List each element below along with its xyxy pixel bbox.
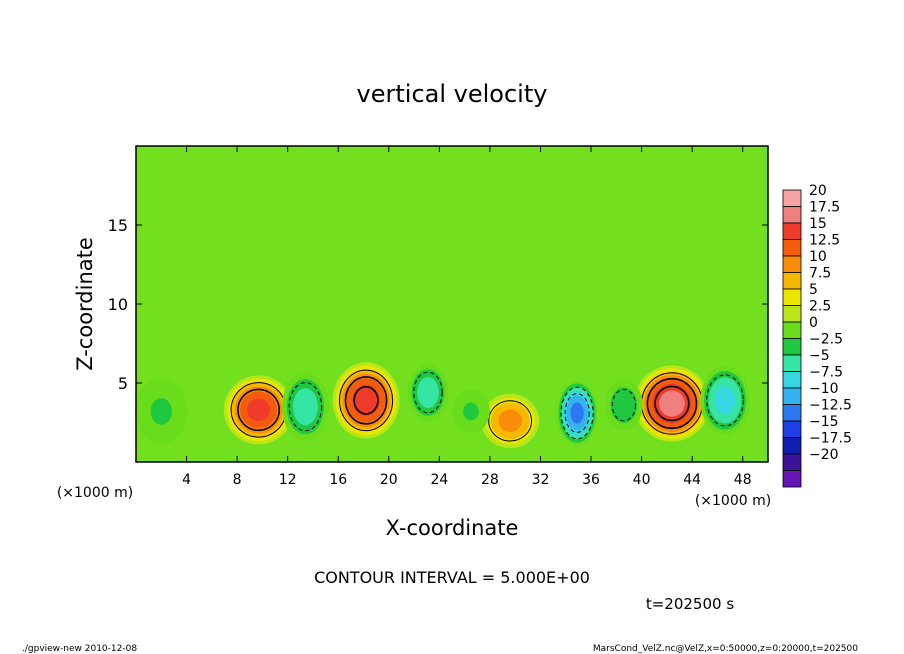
contour-line-negative bbox=[706, 374, 744, 427]
colorbar-swatch bbox=[782, 371, 802, 389]
x-tick-label: 44 bbox=[683, 472, 701, 488]
colorbar-label: −5 bbox=[809, 348, 830, 364]
contour-line-negative bbox=[564, 393, 590, 433]
time-text: t=202500 s bbox=[646, 595, 734, 613]
x-unit-label-right: (×1000 m) bbox=[695, 493, 771, 509]
colorbar-label: −7.5 bbox=[809, 365, 843, 381]
velocity-band bbox=[463, 402, 479, 421]
colorbar-swatch bbox=[782, 420, 802, 438]
y-tick-label: 10 bbox=[108, 295, 128, 314]
colorbar-label: 2.5 bbox=[809, 299, 831, 315]
x-tick-label: 32 bbox=[532, 472, 550, 488]
y-tick-label: 15 bbox=[108, 216, 128, 235]
colorbar-swatch bbox=[782, 255, 802, 273]
colorbar-swatch bbox=[782, 470, 802, 488]
y-axis-label: Z-coordinate bbox=[73, 237, 97, 371]
colorbar-swatch bbox=[782, 387, 802, 405]
colorbar-swatch bbox=[782, 453, 802, 471]
colorbar-swatch bbox=[782, 305, 802, 323]
colorbar-label: 7.5 bbox=[809, 266, 831, 282]
velocity-band bbox=[352, 384, 380, 416]
contour-line-negative bbox=[288, 382, 323, 432]
x-unit-label-left: (×1000 m) bbox=[57, 485, 133, 501]
contour-line-positive bbox=[237, 388, 281, 432]
colorbar-label: 17.5 bbox=[809, 200, 840, 216]
footer-left: ./gpview-new 2010-12-08 bbox=[22, 644, 137, 654]
colorbar-swatch bbox=[782, 288, 802, 306]
x-tick-label: 8 bbox=[233, 472, 242, 488]
velocity-band bbox=[247, 398, 271, 422]
colorbar-label: −20 bbox=[809, 447, 839, 463]
colorbar-label: −17.5 bbox=[809, 431, 852, 447]
colorbar-label: −12.5 bbox=[809, 398, 852, 414]
velocity-band bbox=[292, 388, 318, 426]
contour-line-negative bbox=[611, 388, 637, 422]
colorbar-label: −15 bbox=[809, 414, 839, 430]
colorbar-swatch bbox=[782, 189, 802, 207]
x-tick-label: 36 bbox=[582, 472, 600, 488]
velocity-band bbox=[570, 402, 584, 424]
y-tick-label: 5 bbox=[118, 374, 128, 393]
contour-line-negative bbox=[413, 371, 443, 414]
y-axis-ticks: 5 10 15 bbox=[108, 216, 768, 393]
contour-line-positive bbox=[344, 376, 388, 425]
x-tick-label: 20 bbox=[380, 472, 398, 488]
colorbar-swatch bbox=[782, 222, 802, 240]
contour-line-positive bbox=[654, 385, 690, 422]
contour-line-positive bbox=[646, 377, 698, 430]
velocity-band bbox=[150, 398, 172, 425]
contour-line-negative bbox=[560, 386, 594, 440]
plot-area bbox=[135, 145, 769, 463]
contour-line-positive bbox=[353, 386, 379, 415]
colorbar-label: 15 bbox=[809, 216, 827, 232]
x-tick-label: 28 bbox=[481, 472, 499, 488]
contour-interval-text: CONTOUR INTERVAL = 5.000E+00 bbox=[314, 568, 590, 587]
colorbar-label: 5 bbox=[809, 282, 818, 298]
colorbar-swatch bbox=[782, 354, 802, 372]
x-tick-label: 48 bbox=[734, 472, 752, 488]
colorbar-swatch bbox=[782, 338, 802, 356]
velocity-band bbox=[417, 376, 439, 409]
velocity-band bbox=[498, 409, 523, 433]
velocity-band bbox=[658, 390, 685, 417]
footer-right: MarsCond_VelZ.nc@VelZ,x=0:50000,z=0:2000… bbox=[593, 644, 858, 654]
colorbar-label: 0 bbox=[809, 315, 818, 331]
colorbar-swatch bbox=[782, 206, 802, 224]
x-tick-label: 12 bbox=[279, 472, 297, 488]
x-tick-label: 24 bbox=[430, 472, 448, 488]
x-axis-label: X-coordinate bbox=[386, 516, 519, 540]
x-tick-label: 16 bbox=[329, 472, 347, 488]
contour-line-positive bbox=[488, 400, 533, 442]
colorbar-swatch bbox=[782, 272, 802, 290]
velocity-band bbox=[714, 386, 736, 415]
velocity-band bbox=[610, 387, 638, 424]
x-tick-label: 4 bbox=[182, 472, 191, 488]
contour-lines bbox=[135, 362, 750, 449]
colorbar-label: 10 bbox=[809, 249, 827, 265]
colorbar-label: 20 bbox=[809, 183, 827, 199]
x-tick-label: 40 bbox=[633, 472, 651, 488]
colorbar-label: −10 bbox=[809, 381, 839, 397]
colorbar-label: −2.5 bbox=[809, 332, 843, 348]
x-axis-ticks: 4 8 12 16 20 24 28 32 36 40 44 48 bbox=[182, 146, 752, 488]
contour-line-positive bbox=[339, 369, 394, 432]
colorbar: 2017.51512.5107.552.50−2.5−5−7.5−10−12.5… bbox=[782, 183, 852, 488]
colorbar-swatch bbox=[782, 239, 802, 257]
colorbar-swatch bbox=[782, 404, 802, 422]
colorbar-swatch bbox=[782, 321, 802, 339]
colorbar-swatch bbox=[782, 437, 802, 455]
chart-title: vertical velocity bbox=[357, 80, 548, 108]
colorbar-label: 12.5 bbox=[809, 233, 840, 249]
